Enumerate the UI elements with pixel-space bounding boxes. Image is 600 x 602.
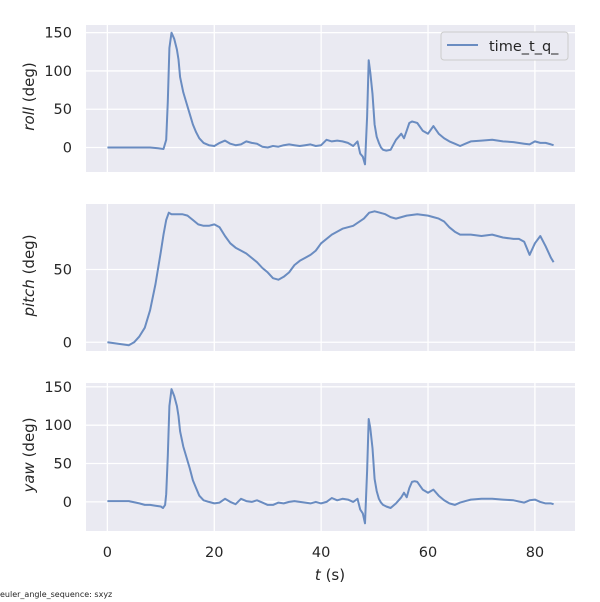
subplot-pitch: 0 50 pitch (deg) <box>20 204 575 351</box>
series-line <box>107 31 554 166</box>
y-tick-label: 50 <box>54 262 72 278</box>
y-tick-label: 50 <box>54 102 72 118</box>
x-tick-label: 60 <box>419 545 437 561</box>
plot-area <box>86 204 575 351</box>
legend-box <box>440 31 569 61</box>
y-tick-label: 100 <box>44 64 72 80</box>
x-tick-label: 40 <box>312 545 330 561</box>
y-tick-label: 100 <box>44 418 72 434</box>
y-axis-label: yaw (deg) <box>20 417 38 493</box>
y-tick-label: 0 <box>63 335 72 351</box>
y-tick-label: 0 <box>63 141 72 157</box>
y-tick-label: 0 <box>63 495 72 511</box>
y-tick-label: 50 <box>54 457 72 473</box>
series-line <box>107 210 555 347</box>
legend-label: time_t_q_ <box>489 39 559 55</box>
footnote: euler_angle_sequence: sxyz <box>0 590 113 599</box>
legend: time_t_q_ <box>440 31 569 61</box>
x-axis-label: t (s) <box>315 566 345 584</box>
subplot-yaw: 0 50 100 150 0 20 40 60 80 yaw (deg) <box>20 380 575 561</box>
x-tick-label: 20 <box>205 545 223 561</box>
y-tick-label: 150 <box>44 26 72 42</box>
x-tick-label: 80 <box>526 545 544 561</box>
y-tick-label: 150 <box>44 380 72 396</box>
series-line <box>107 388 554 525</box>
plot-area <box>86 383 575 531</box>
y-axis-label: roll (deg) <box>20 62 38 130</box>
y-axis-label: pitch (deg) <box>20 234 38 317</box>
x-tick-label: 0 <box>103 545 112 561</box>
